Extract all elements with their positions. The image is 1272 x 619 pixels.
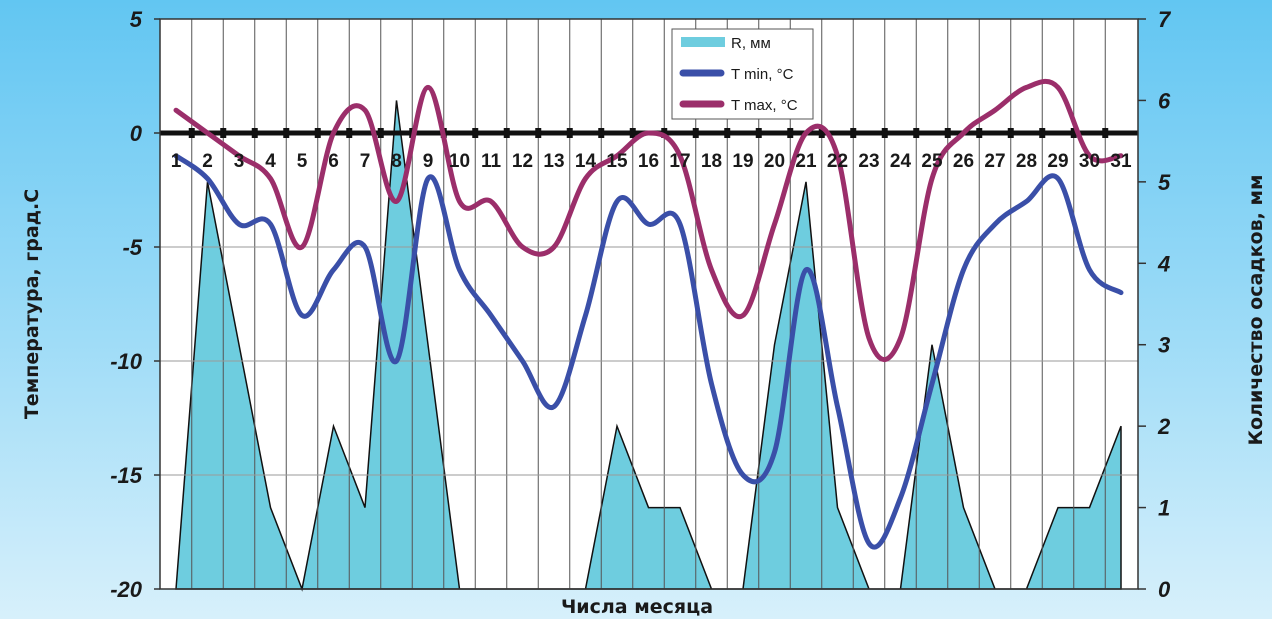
zero-line-tick xyxy=(535,128,542,138)
y-right-tick-label: 6 xyxy=(1158,88,1171,113)
zero-line-tick xyxy=(251,128,258,138)
zero-line-tick xyxy=(314,128,321,138)
day-label: 10 xyxy=(449,151,470,172)
day-label: 3 xyxy=(234,151,245,172)
y-right-tick-label: 4 xyxy=(1157,251,1170,276)
right-axis-ticks: 7 6 5 4 3 2 1 0 xyxy=(1138,7,1172,602)
y-left-axis-title: Температура, град.С xyxy=(21,189,43,419)
day-label: 9 xyxy=(423,151,434,172)
y-left-tick-label: -15 xyxy=(110,463,143,488)
day-label: 2 xyxy=(202,151,213,172)
day-label: 28 xyxy=(1016,151,1037,172)
temperature-lines-layer xyxy=(173,78,1124,550)
zero-line-tick xyxy=(1039,128,1046,138)
zero-line-tick xyxy=(503,128,510,138)
y-right-tick-label: 2 xyxy=(1157,414,1171,439)
day-label: 27 xyxy=(984,151,1005,172)
x-axis-title: Числа месяца xyxy=(561,596,713,618)
day-label: 16 xyxy=(638,151,659,172)
day-label: 29 xyxy=(1047,151,1068,172)
legend-label-tmax: T max, °C xyxy=(731,97,798,114)
day-label: 1 xyxy=(171,151,182,172)
zero-line-tick xyxy=(1070,128,1077,138)
zero-line-ticks xyxy=(188,128,1109,138)
legend-swatch-r xyxy=(681,37,725,47)
y-right-tick-label: 1 xyxy=(1158,496,1170,521)
zero-line-tick xyxy=(724,128,731,138)
y-right-tick-label: 5 xyxy=(1158,170,1171,195)
zero-line-tick xyxy=(220,128,227,138)
zero-line-tick xyxy=(566,128,573,138)
day-label: 22 xyxy=(827,151,848,172)
zero-line-tick xyxy=(1007,128,1014,138)
zero-line-tick xyxy=(188,128,195,138)
zero-line-tick xyxy=(598,128,605,138)
zero-line-tick xyxy=(881,128,888,138)
y-left-tick-label: -5 xyxy=(122,235,142,260)
zero-line-tick xyxy=(346,128,353,138)
zero-line-tick xyxy=(850,128,857,138)
day-label: 6 xyxy=(328,151,339,172)
day-label: 26 xyxy=(953,151,974,172)
zero-line-tick xyxy=(661,128,668,138)
day-labels: 1 2 3 4 5 6 7 8 9 10 11 12 13 14 15 16 17 18 19 20 21 22 23 24 2… xyxy=(171,151,1132,172)
y-right-tick-label: 0 xyxy=(1158,577,1171,602)
grid-layer xyxy=(160,19,1138,589)
day-label: 8 xyxy=(391,151,402,172)
tmin-line xyxy=(173,153,1124,550)
day-label: 4 xyxy=(265,151,276,172)
day-label: 14 xyxy=(575,151,597,172)
zero-line-tick xyxy=(818,128,825,138)
y-right-tick-label: 7 xyxy=(1158,7,1172,32)
zero-line-tick xyxy=(472,128,479,138)
day-label: 21 xyxy=(795,151,817,172)
day-label: 7 xyxy=(360,151,371,172)
day-label: 24 xyxy=(890,151,912,172)
y-left-tick-label: -10 xyxy=(110,349,143,374)
day-label: 15 xyxy=(606,151,628,172)
day-label: 31 xyxy=(1110,151,1132,172)
day-label: 23 xyxy=(858,151,879,172)
day-label: 17 xyxy=(669,151,690,172)
day-label: 11 xyxy=(481,151,502,172)
y-left-tick-label: 0 xyxy=(130,121,143,146)
plot-frame xyxy=(159,18,1139,590)
left-axis-ticks: 5 0 -5 -10 -15 -20 xyxy=(110,7,160,602)
tmax-line xyxy=(173,78,1124,362)
zero-line-tick xyxy=(377,128,384,138)
plot-area xyxy=(160,19,1138,589)
zero-line-tick xyxy=(787,128,794,138)
zero-line-tick xyxy=(976,128,983,138)
day-label: 12 xyxy=(512,151,533,172)
y-left-tick-label: -20 xyxy=(110,577,143,602)
zero-line-tick xyxy=(944,128,951,138)
zero-line-tick xyxy=(629,128,636,138)
day-label: 30 xyxy=(1079,151,1100,172)
zero-line-tick xyxy=(913,128,920,138)
day-label: 19 xyxy=(732,151,753,172)
y-left-tick-label: 5 xyxy=(130,7,143,32)
legend-label-r: R, мм xyxy=(731,35,771,52)
zero-line-tick xyxy=(283,128,290,138)
day-label: 18 xyxy=(701,151,722,172)
day-label: 25 xyxy=(921,151,943,172)
day-label: 20 xyxy=(764,151,785,172)
day-label: 5 xyxy=(297,151,308,172)
day-label: 13 xyxy=(543,151,564,172)
y-right-axis-title: Количество осадков, мм xyxy=(1245,174,1267,445)
zero-line-tick xyxy=(1102,128,1109,138)
y-right-tick-label: 3 xyxy=(1158,333,1170,358)
zero-line-tick xyxy=(692,128,699,138)
zero-line-tick xyxy=(755,128,762,138)
legend: R, мм T min, °C T max, °C xyxy=(671,28,814,120)
legend-label-tmin: T min, °C xyxy=(731,66,794,83)
